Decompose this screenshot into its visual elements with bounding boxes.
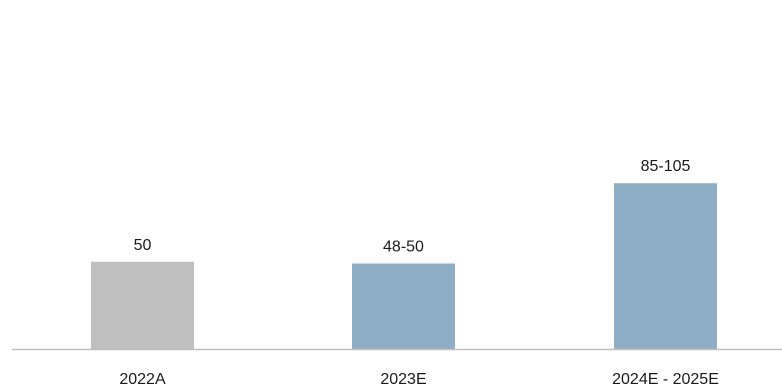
bar-3 [614, 183, 717, 349]
bar-1 [91, 261, 194, 349]
data-labels-group: 50 48-50 85-105 [134, 158, 691, 255]
x-tick-label-1: 2022A [119, 371, 166, 387]
data-label-2: 48-50 [383, 238, 424, 255]
data-label-3: 85-105 [641, 158, 691, 175]
bars-group [91, 183, 717, 349]
data-label-1: 50 [134, 237, 152, 254]
x-tick-labels-group: 2022A 2023E 2024E - 2025E [119, 371, 719, 387]
x-tick-label-3: 2024E - 2025E [612, 371, 719, 387]
bar-2 [352, 263, 455, 349]
x-tick-label-2: 2023E [380, 371, 426, 387]
